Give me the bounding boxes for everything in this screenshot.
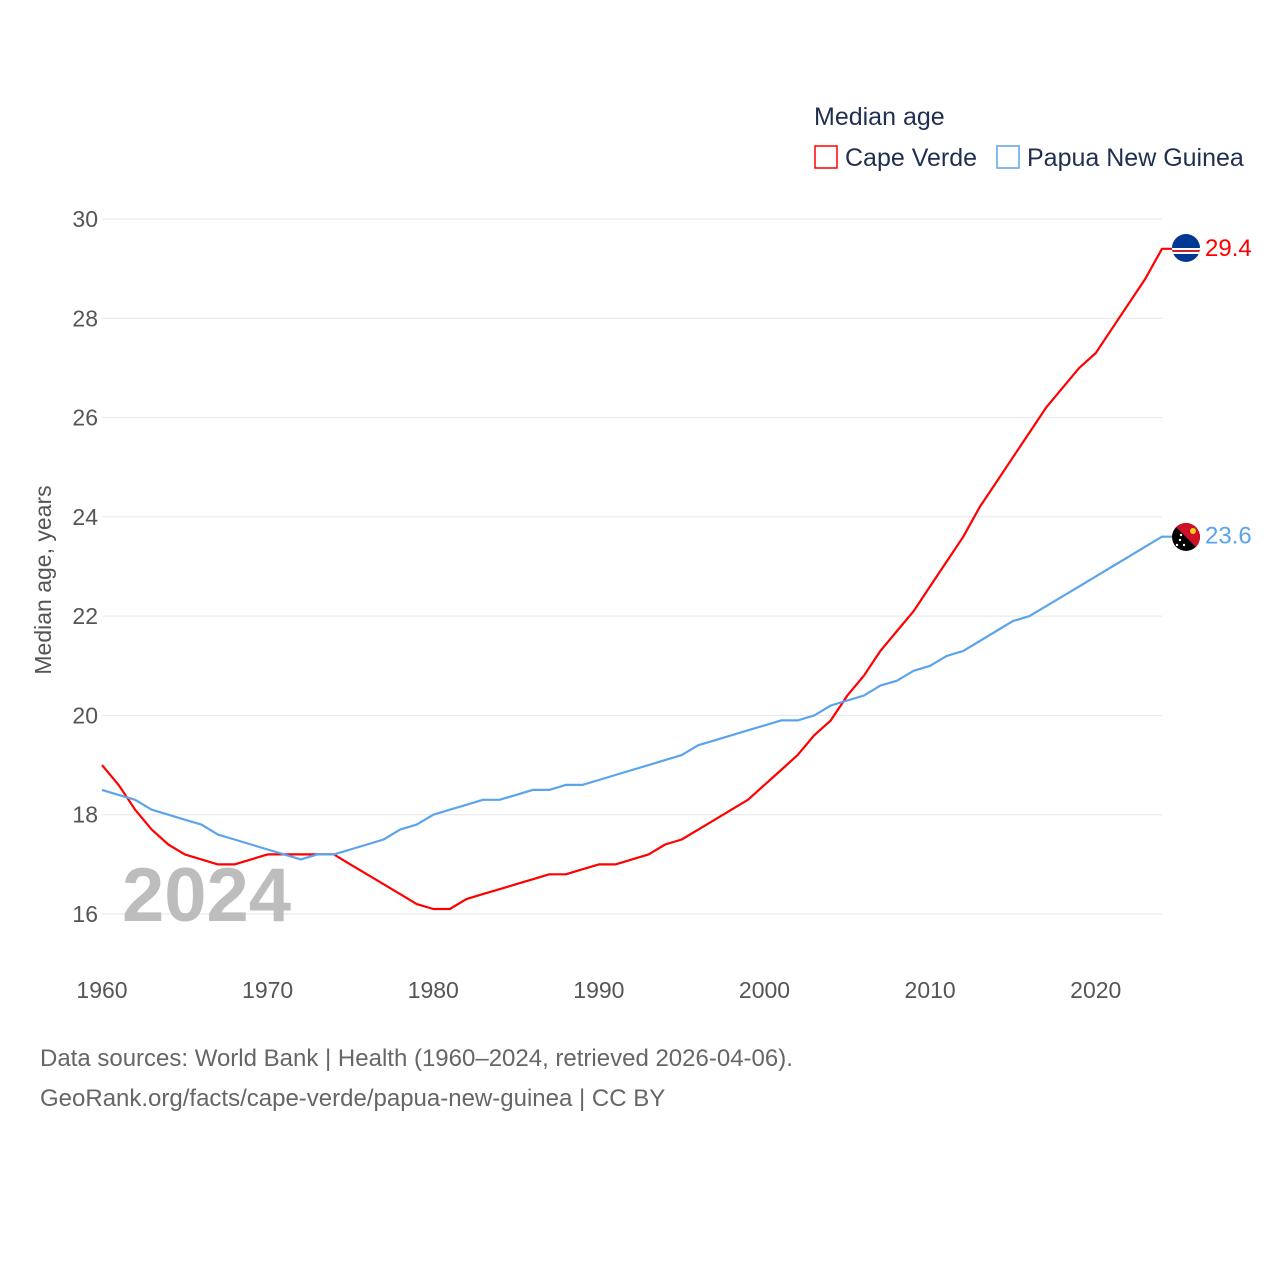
y-tick-label: 22 [72,603,98,629]
footer-source: Data sources: World Bank | Health (1960–… [40,1045,793,1072]
y-tick-label: 28 [72,305,98,331]
y-tick-label: 18 [72,802,98,828]
x-tick-label: 1980 [408,977,459,1003]
end-markers [1172,234,1200,551]
end-label: 29.4 [1205,235,1252,262]
y-axis: 16 18 20 22 24 26 28 30 [72,206,98,927]
y-tick-label: 30 [72,206,98,232]
legend-title: Median age [814,103,945,131]
series-line-papua-new-guinea [101,535,1172,861]
legend-swatch-papua-new-guinea [996,145,1020,169]
cape-verde-flag-icon [1172,234,1200,262]
papua-new-guinea-flag-icon [1172,523,1200,551]
year-watermark: 2024 [122,853,291,938]
legend: Median age Cape Verde Papua New Guinea [814,103,1244,172]
series-lines [101,247,1172,911]
end-label: 23.6 [1205,523,1252,550]
legend-label-papua-new-guinea: Papua New Guinea [1027,144,1244,172]
y-axis-label: Median age, years [30,485,56,674]
x-tick-label: 2000 [739,977,790,1003]
x-tick-label: 1960 [76,977,127,1003]
legend-swatch-cape-verde [814,145,838,169]
footer-link[interactable]: GeoRank.org/facts/cape-verde/papua-new-g… [40,1085,666,1112]
y-tick-label: 24 [72,504,98,530]
y-tick-label: 20 [72,702,98,728]
x-tick-label: 1990 [573,977,624,1003]
x-tick-label: 1970 [242,977,293,1003]
x-tick-label: 2020 [1070,977,1121,1003]
x-tick-label: 2010 [905,977,956,1003]
series-line-cape-verde [101,247,1172,911]
end-labels: 29.4 23.6 [1205,235,1252,550]
x-axis: 1960 1970 1980 1990 2000 2010 2020 [76,977,1121,1003]
grid [102,218,1162,915]
y-tick-label: 26 [72,405,98,431]
y-tick-label: 16 [72,901,98,927]
legend-label-cape-verde: Cape Verde [845,144,977,172]
